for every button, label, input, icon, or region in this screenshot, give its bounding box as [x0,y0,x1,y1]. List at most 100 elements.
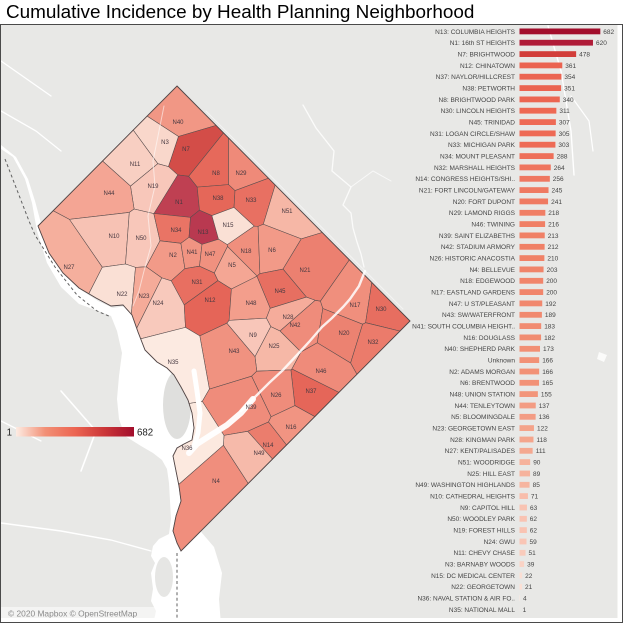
svg-text:N37: N37 [305,389,317,395]
svg-text:200: 200 [546,278,557,285]
svg-text:N30: LINCOLN HEIGHTS: N30: LINCOLN HEIGHTS [441,108,516,115]
svg-text:N41: SOUTH COLUMBIA HEIGHT..: N41: SOUTH COLUMBIA HEIGHT.. [412,324,515,331]
svg-text:N45: N45 [274,289,286,295]
svg-text:166: 166 [542,369,553,376]
svg-text:N32: MARSHALL HEIGHTS: N32: MARSHALL HEIGHTS [434,165,516,172]
svg-text:N16: DOUGLASS: N16: DOUGLASS [463,335,515,342]
svg-text:682: 682 [137,428,153,439]
svg-text:N14: CONGRESS HEIGHTS/SHI..: N14: CONGRESS HEIGHTS/SHI.. [415,176,515,183]
svg-text:N7: BRIGHTWOOD: N7: BRIGHTWOOD [458,52,516,59]
svg-text:N21: FORT LINCOLN/GATEWAY: N21: FORT LINCOLN/GATEWAY [419,188,516,195]
svg-text:307: 307 [559,120,570,127]
svg-text:N15: DC MEDICAL CENTER: N15: DC MEDICAL CENTER [431,573,515,580]
svg-text:136: 136 [539,414,550,421]
svg-text:N20: N20 [338,331,350,337]
svg-text:59: 59 [530,539,538,546]
svg-text:351: 351 [564,86,575,93]
svg-text:N41: N41 [186,250,198,256]
svg-text:256: 256 [553,176,564,183]
svg-text:N29: N29 [235,171,247,177]
svg-text:N37: NAYLOR/HILLCREST: N37: NAYLOR/HILLCREST [436,74,515,81]
svg-text:N18: EDGEWOOD: N18: EDGEWOOD [460,278,515,285]
svg-text:N3: N3 [161,140,169,146]
svg-text:N7: N7 [182,147,190,153]
svg-text:N49: WASHINGTON HIGHLANDS: N49: WASHINGTON HIGHLANDS [415,482,515,489]
svg-text:N3: BARNABY WOODS: N3: BARNABY WOODS [445,562,516,569]
svg-text:305: 305 [559,131,570,138]
svg-text:N38: PETWORTH: N38: PETWORTH [462,86,515,93]
svg-text:N50: WOODLEY PARK: N50: WOODLEY PARK [447,516,515,523]
svg-text:N34: N34 [170,228,182,234]
svg-text:340: 340 [563,97,574,104]
svg-text:N40: SHEPHERD PARK: N40: SHEPHERD PARK [444,346,515,353]
svg-text:361: 361 [565,63,576,70]
svg-text:N27: KENT/PALISADES: N27: KENT/PALISADES [445,448,516,455]
svg-text:4: 4 [523,596,527,603]
svg-text:N10: N10 [108,234,120,240]
svg-text:N46: TWINING: N46: TWINING [471,222,515,229]
svg-text:51: 51 [529,550,537,557]
svg-text:N47: N47 [204,252,216,258]
svg-text:39: 39 [527,562,535,569]
svg-text:85: 85 [533,482,541,489]
svg-text:N5: BLOOMINGDALE: N5: BLOOMINGDALE [451,414,516,421]
svg-text:N14: N14 [262,443,274,449]
svg-text:173: 173 [543,346,554,353]
svg-text:N4: N4 [212,479,220,485]
svg-text:N25: N25 [268,344,280,350]
svg-text:245: 245 [552,188,563,195]
svg-text:N33: MICHIGAN PARK: N33: MICHIGAN PARK [448,142,516,149]
svg-text:241: 241 [551,199,562,206]
svg-text:620: 620 [596,40,607,47]
svg-text:N33: N33 [245,198,257,204]
svg-text:N26: HISTORIC ANACOSTIA: N26: HISTORIC ANACOSTIA [430,256,516,263]
svg-text:N11: N11 [130,162,141,168]
svg-text:N38: N38 [212,196,224,202]
svg-text:N8: BRIGHTWOOD PARK: N8: BRIGHTWOOD PARK [439,97,516,104]
svg-text:N23: N23 [138,294,150,300]
svg-text:N17: EASTLAND GARDENS: N17: EASTLAND GARDENS [431,290,515,297]
svg-text:N29: LAMOND RIGGS: N29: LAMOND RIGGS [449,210,516,217]
svg-text:N6: N6 [268,248,276,254]
svg-text:155: 155 [541,392,552,399]
svg-text:354: 354 [564,74,575,81]
svg-text:682: 682 [603,29,614,36]
svg-text:N47: U ST/PLEASANT: N47: U ST/PLEASANT [449,301,515,308]
svg-text:© 2020 Mapbox © OpenStreetMap: © 2020 Mapbox © OpenStreetMap [8,609,138,619]
svg-text:111: 111 [536,448,546,455]
svg-text:N43: N43 [228,349,240,355]
svg-text:Unknown: Unknown [488,358,515,365]
svg-text:N40: N40 [172,120,184,126]
svg-text:N39: SAINT ELIZABETHS: N39: SAINT ELIZABETHS [439,233,516,240]
svg-text:303: 303 [558,142,569,149]
svg-text:N31: LOGAN CIRCLE/SHAW: N31: LOGAN CIRCLE/SHAW [430,131,516,138]
svg-text:N19: FOREST HILLS: N19: FOREST HILLS [453,528,515,535]
svg-text:N24: GWU: N24: GWU [484,539,516,546]
svg-text:N15: N15 [222,223,234,229]
svg-text:N28: N28 [282,315,294,321]
svg-text:N1: N1 [175,200,183,206]
svg-text:N18: N18 [240,249,252,255]
svg-text:N39: N39 [245,405,257,411]
svg-text:N19: N19 [147,184,159,190]
svg-text:478: 478 [579,52,590,59]
svg-text:N48: UNION STATION: N48: UNION STATION [450,392,516,399]
svg-text:1: 1 [7,428,12,439]
svg-text:200: 200 [546,290,557,297]
svg-text:118: 118 [537,437,548,444]
svg-text:N25: HILL EAST: N25: HILL EAST [467,471,515,478]
svg-text:N20: FORT DUPONT: N20: FORT DUPONT [453,199,515,206]
svg-text:N6: BRENTWOOD: N6: BRENTWOOD [460,380,515,387]
svg-text:90: 90 [533,460,541,467]
svg-text:N51: WOODRIDGE: N51: WOODRIDGE [458,460,516,467]
svg-text:N27: N27 [63,265,75,271]
svg-text:22: 22 [525,573,533,580]
svg-text:166: 166 [542,358,553,365]
svg-text:N49: N49 [253,451,265,457]
svg-text:189: 189 [545,312,556,319]
svg-text:62: 62 [530,516,538,523]
svg-text:216: 216 [548,222,559,229]
svg-text:182: 182 [544,335,555,342]
svg-text:264: 264 [554,165,565,172]
svg-text:218: 218 [548,210,559,217]
